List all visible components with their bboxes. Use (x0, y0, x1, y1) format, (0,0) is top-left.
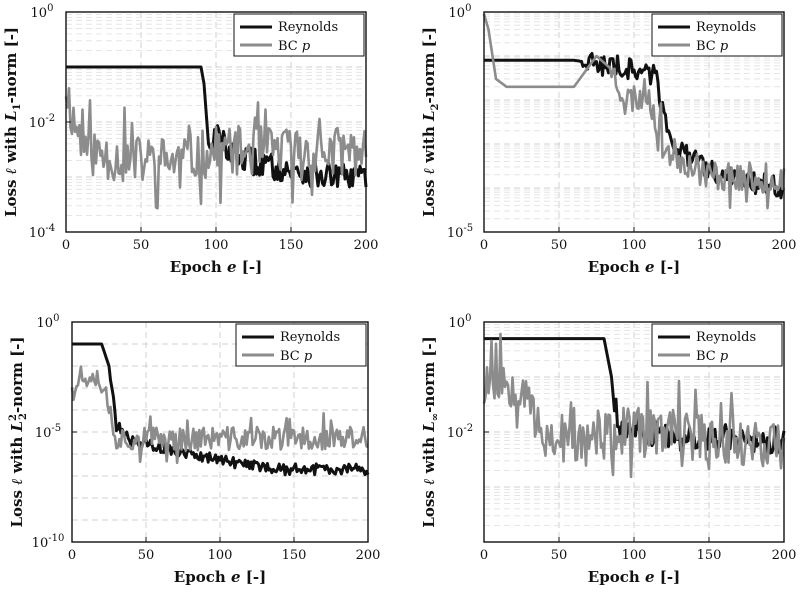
x-tick-label: 0 (68, 548, 76, 563)
x-tick-label: 150 (697, 238, 722, 253)
y-tick-label: 100 (449, 3, 472, 21)
y-tick-label: 100 (37, 313, 60, 331)
y-tick-label: 100 (31, 3, 54, 21)
y-tick-label: 100 (449, 313, 472, 331)
y-tick-label: 10-5 (35, 423, 61, 441)
chart-panel-2: 0 50 100 150 200 10-5 100 Epoch e [-] Loss ℓ wit… (420, 3, 796, 276)
x-tick-label: 200 (772, 548, 797, 563)
legend-label-reynolds: Reynolds (280, 330, 340, 345)
y-tick-label: 10-2 (447, 423, 473, 441)
legend-label-bc-p: BC p (696, 349, 729, 364)
chart-panel-1: 0 50 100 150 200 10-4 10-2 100 Epoch e [-] Loss ℓ… (2, 3, 378, 276)
x-tick-label: 50 (138, 548, 155, 563)
y-axis-label: Loss ℓ with L2-norm [-] (420, 27, 441, 217)
x-tick-label: 200 (772, 238, 797, 253)
y-tick-label: 10-4 (29, 223, 55, 241)
y-axis-label: Loss ℓ with L1-norm [-] (2, 27, 23, 217)
legend-box (651, 13, 783, 57)
legend-label-bc-p: BC p (280, 349, 313, 364)
x-axis-label: Epoch e [-] (170, 258, 262, 276)
series-line-reynolds (484, 52, 786, 200)
x-tick-label: 50 (551, 238, 568, 253)
x-tick-label: 0 (480, 238, 488, 253)
legend-label-reynolds: Reynolds (696, 20, 756, 35)
x-tick-label: 100 (622, 238, 647, 253)
x-tick-label: 150 (279, 238, 304, 253)
legend-label-bc-p: BC p (696, 39, 729, 54)
series-line-bc-p (70, 365, 369, 465)
series-line-bc-p (482, 13, 786, 210)
legend-box (651, 323, 783, 367)
x-axis-label: Epoch e [-] (588, 258, 680, 276)
x-tick-label: 100 (622, 548, 647, 563)
legend-box (235, 323, 367, 367)
chart-panel-3: 0 50 100 150 200 10-10 10-5 100 Epoch e [-] Loss … (8, 313, 380, 586)
x-tick-label: 100 (204, 238, 229, 253)
x-tick-label: 100 (208, 548, 233, 563)
y-tick-label: 10-5 (447, 223, 473, 241)
x-tick-label: 50 (133, 238, 150, 253)
x-tick-label: 200 (356, 548, 381, 563)
x-axis-label: Epoch e [-] (588, 568, 680, 586)
x-tick-label: 200 (354, 238, 379, 253)
y-axis-label: Loss ℓ with L22-norm [-] (8, 336, 29, 527)
legend-box (233, 13, 365, 57)
chart-panel-4: 0 50 100 150 200 10-2 100 Epoch e [-] Loss ℓ wit… (420, 313, 796, 586)
x-tick-label: 150 (282, 548, 307, 563)
series-line-bc-p (64, 87, 368, 210)
x-tick-label: 50 (551, 548, 568, 563)
series-line-bc-p (482, 332, 786, 479)
x-tick-label: 0 (480, 548, 488, 563)
x-tick-label: 150 (697, 548, 722, 563)
legend-label-bc-p: BC p (278, 39, 311, 54)
legend-label-reynolds: Reynolds (278, 20, 338, 35)
y-axis-label: Loss ℓ with L∞-norm [-] (420, 336, 441, 527)
y-tick-label: 10-10 (32, 533, 65, 551)
y-tick-label: 10-2 (29, 113, 55, 131)
legend-label-reynolds: Reynolds (696, 330, 756, 345)
x-axis-label: Epoch e [-] (174, 568, 266, 586)
x-tick-label: 0 (62, 238, 70, 253)
